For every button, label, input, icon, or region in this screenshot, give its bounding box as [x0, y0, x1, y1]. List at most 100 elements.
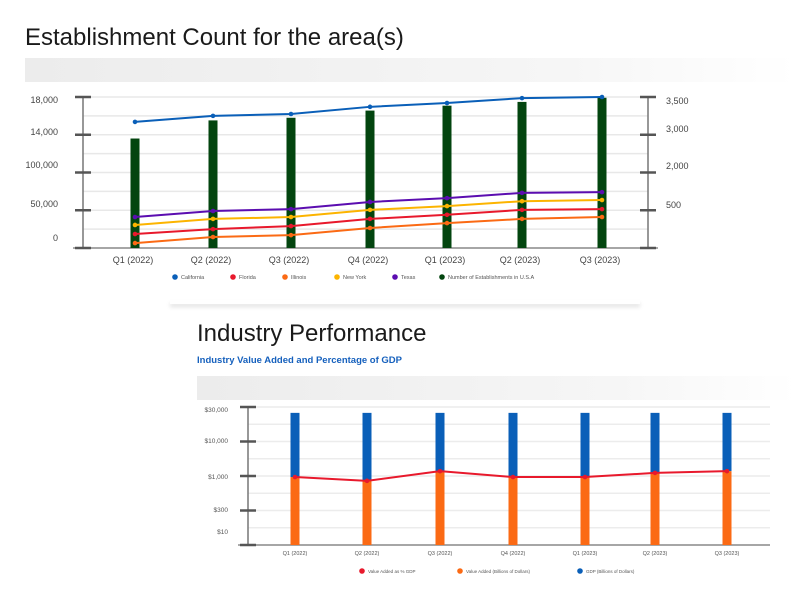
right-tick-label: 3,500 — [666, 96, 689, 106]
bar-gdp — [580, 412, 590, 478]
bar-establishments — [130, 138, 140, 248]
point-texas — [132, 214, 138, 220]
legend-marker — [334, 274, 340, 280]
point-california — [210, 113, 216, 119]
bar-gdp — [650, 412, 660, 473]
legend-label: Texas — [401, 275, 416, 281]
point-new-york — [132, 222, 138, 228]
bar-establishments — [365, 110, 375, 248]
bar-establishments — [208, 120, 218, 248]
point-value-added-pct-gdp — [582, 474, 588, 480]
right-tick-label: 500 — [666, 200, 681, 210]
point-value-added-pct-gdp — [364, 478, 370, 484]
x-tick-label: Q3 (2022) — [428, 551, 453, 557]
point-value-added-pct-gdp — [292, 474, 298, 480]
x-tick-label: Q1 (2023) — [573, 551, 598, 557]
point-california — [599, 94, 605, 100]
x-tick-label: Q3 (2023) — [580, 255, 621, 265]
point-florida — [444, 212, 450, 218]
x-tick-label: Q4 (2022) — [348, 255, 389, 265]
point-new-york — [599, 197, 605, 203]
x-tick-label: Q3 (2022) — [269, 255, 310, 265]
bar-value-added — [650, 472, 660, 545]
chart1-header-band — [25, 58, 796, 82]
point-illinois — [132, 240, 138, 246]
legend-label: California — [181, 275, 205, 281]
bar-gdp — [722, 412, 732, 472]
left-tick-label: 0 — [53, 233, 58, 243]
point-illinois — [288, 232, 294, 238]
right-tick-label: 2,000 — [666, 161, 689, 171]
point-california — [288, 111, 294, 117]
legend-label: Florida — [239, 275, 257, 281]
point-florida — [367, 216, 373, 222]
legend-marker — [359, 568, 365, 574]
bar-value-added — [435, 471, 445, 545]
point-texas — [210, 208, 216, 214]
bar-gdp — [435, 412, 445, 472]
legend-marker — [457, 568, 463, 574]
x-tick-label: Q4 (2022) — [501, 551, 526, 557]
point-value-added-pct-gdp — [510, 474, 516, 480]
bar-establishments — [597, 97, 607, 248]
point-california — [444, 100, 450, 106]
point-illinois — [210, 234, 216, 240]
legend-label: Value Added as % GDP — [368, 569, 415, 574]
bar-gdp — [290, 412, 300, 478]
point-value-added-pct-gdp — [652, 470, 658, 476]
point-new-york — [519, 198, 525, 204]
bar-gdp — [362, 412, 372, 481]
legend-label: GDP (Billions of Dollars) — [586, 569, 635, 574]
legend-label: New York — [343, 275, 366, 281]
point-illinois — [519, 216, 525, 222]
chart2-header-band — [197, 376, 796, 400]
y-tick-label: $1,000 — [208, 474, 228, 481]
point-texas — [519, 190, 525, 196]
bar-value-added — [508, 477, 518, 545]
point-california — [367, 104, 373, 110]
bar-value-added — [722, 471, 732, 545]
legend-marker — [439, 274, 445, 280]
point-texas — [599, 189, 605, 195]
point-florida — [599, 206, 605, 212]
point-value-added-pct-gdp — [437, 468, 443, 474]
bar-establishments — [442, 105, 452, 249]
bar-value-added — [580, 477, 590, 545]
y-tick-label: $10,000 — [205, 438, 229, 445]
point-new-york — [444, 203, 450, 209]
point-new-york — [210, 216, 216, 222]
point-illinois — [367, 225, 373, 231]
chart2-title: Industry Performance — [197, 320, 427, 347]
point-new-york — [367, 207, 373, 213]
bar-establishments — [517, 101, 527, 248]
left-tick-label: 14,000 — [30, 127, 58, 137]
legend-label: Number of Establishments in U.S.A — [448, 275, 535, 281]
point-florida — [210, 226, 216, 232]
point-texas — [288, 206, 294, 212]
point-new-york — [288, 214, 294, 220]
point-value-added-pct-gdp — [724, 468, 730, 474]
x-tick-label: Q2 (2022) — [191, 255, 232, 265]
legend-label: Illinois — [291, 275, 307, 281]
legend-marker — [577, 568, 583, 574]
x-tick-label: Q3 (2023) — [715, 551, 740, 557]
point-texas — [444, 195, 450, 201]
point-illinois — [599, 214, 605, 220]
legend-marker — [172, 274, 178, 280]
left-tick-label: 50,000 — [30, 199, 58, 209]
x-tick-label: Q1 (2022) — [283, 551, 308, 557]
point-california — [519, 95, 525, 101]
point-florida — [519, 207, 525, 213]
point-california — [132, 119, 138, 125]
point-illinois — [444, 220, 450, 226]
x-tick-label: Q2 (2023) — [500, 255, 541, 265]
legend-marker — [230, 274, 236, 280]
point-texas — [367, 199, 373, 205]
right-tick-label: 3,000 — [666, 124, 689, 134]
y-tick-label: $10 — [217, 529, 228, 536]
left-tick-label: 100,000 — [25, 160, 58, 170]
x-tick-label: Q2 (2023) — [643, 551, 668, 557]
left-tick-label: 18,000 — [30, 95, 58, 105]
point-florida — [288, 223, 294, 229]
